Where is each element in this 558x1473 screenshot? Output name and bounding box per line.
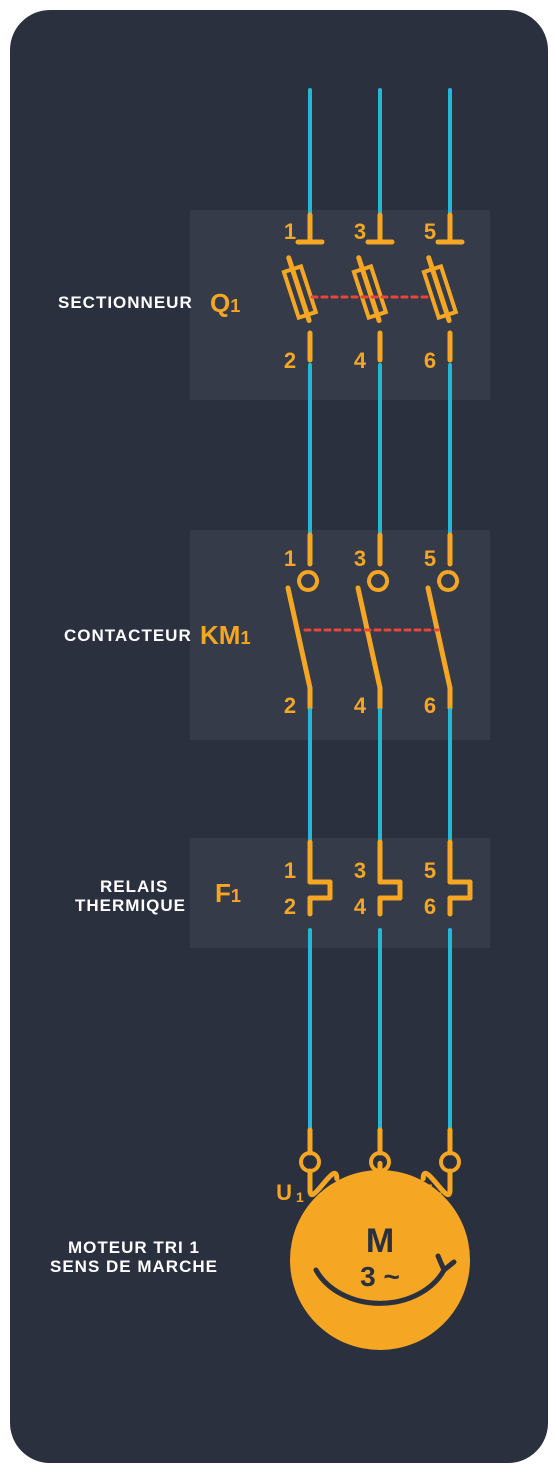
ref-f1-main: F: [215, 878, 231, 908]
ref-q1-sub: 1: [230, 296, 240, 316]
label-contacteur: CONTACTEUR: [64, 626, 192, 646]
svg-text:1: 1: [284, 546, 296, 571]
svg-text:2: 2: [284, 348, 296, 373]
ref-km1: KM1: [200, 620, 251, 651]
svg-text:4: 4: [354, 894, 367, 919]
ref-q1-main: Q: [210, 288, 230, 318]
svg-text:6: 6: [424, 693, 436, 718]
svg-text:1: 1: [284, 858, 296, 883]
svg-text:5: 5: [424, 546, 436, 571]
svg-text:1: 1: [296, 1189, 304, 1205]
label-moteur2: SENS DE MARCHE: [50, 1257, 218, 1277]
svg-text:6: 6: [424, 894, 436, 919]
svg-text:4: 4: [354, 693, 367, 718]
label-relais: RELAIS: [100, 877, 168, 897]
svg-text:M: M: [366, 1222, 394, 1260]
svg-text:3: 3: [354, 546, 366, 571]
svg-text:3: 3: [354, 858, 366, 883]
label-thermique: THERMIQUE: [75, 896, 186, 916]
svg-text:5: 5: [424, 858, 436, 883]
svg-text:U: U: [276, 1180, 292, 1205]
ref-q1: Q1: [210, 288, 240, 319]
label-sectionneur: SECTIONNEUR: [58, 293, 193, 313]
svg-text:2: 2: [284, 894, 296, 919]
ref-km1-main: KM: [200, 620, 240, 650]
svg-text:1: 1: [284, 219, 296, 244]
svg-text:3 ~: 3 ~: [360, 1261, 400, 1292]
ref-km1-sub: 1: [240, 628, 250, 648]
ref-f1-sub: 1: [231, 886, 241, 906]
ref-f1: F1: [215, 878, 241, 909]
svg-text:2: 2: [284, 693, 296, 718]
label-moteur1: MOTEUR TRI 1: [68, 1238, 200, 1258]
svg-text:3: 3: [354, 219, 366, 244]
diagram-container: 123456123456123456U1V1W1M3 ~ SECTIONNEUR…: [10, 10, 548, 1463]
svg-text:5: 5: [424, 219, 436, 244]
svg-text:4: 4: [354, 348, 367, 373]
svg-text:6: 6: [424, 348, 436, 373]
